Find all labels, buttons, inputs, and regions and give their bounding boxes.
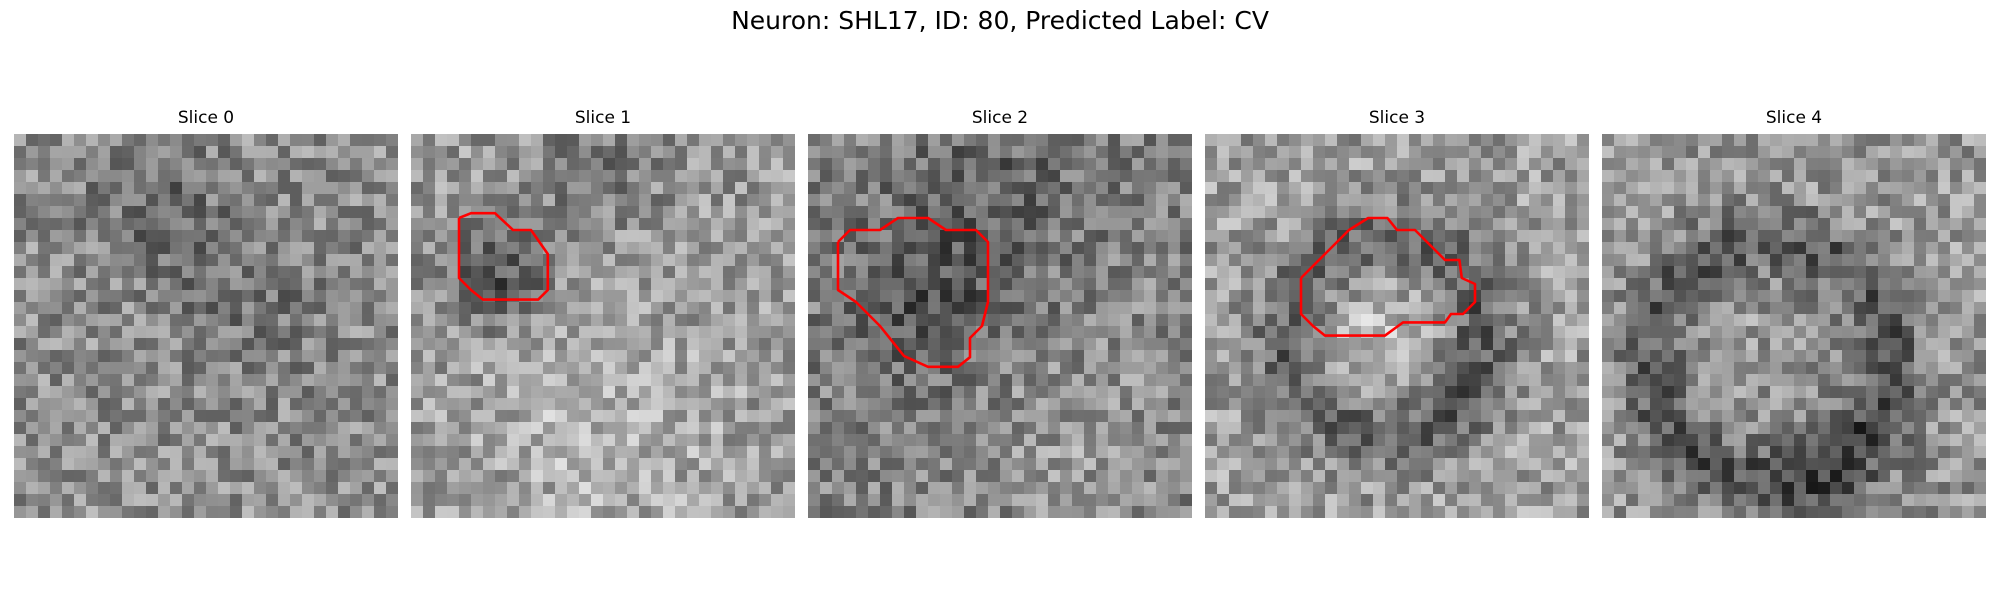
slice-image [411,134,795,518]
panel-slice-0: Slice 0 [14,108,398,518]
slice-image [1205,134,1589,518]
panel-title: Slice 0 [177,108,235,128]
roi-contour [457,211,550,301]
panel-slice-2: Slice 2 [808,108,1192,518]
slice-image [808,134,1192,518]
panel-slice-1: Slice 1 [411,108,795,518]
panel-title: Slice 3 [1368,108,1426,128]
panel-title: Slice 4 [1765,108,1823,128]
slice-image [1602,134,1986,518]
slice-image [14,134,398,518]
figure-title: Neuron: SHL17, ID: 80, Predicted Label: … [731,6,1269,35]
roi-contour [1299,216,1477,337]
panel-slice-4: Slice 4 [1602,108,1986,518]
roi-contour [836,216,990,369]
panel-title: Slice 2 [971,108,1029,128]
panel-title: Slice 1 [574,108,632,128]
panel-slice-3: Slice 3 [1205,108,1589,518]
